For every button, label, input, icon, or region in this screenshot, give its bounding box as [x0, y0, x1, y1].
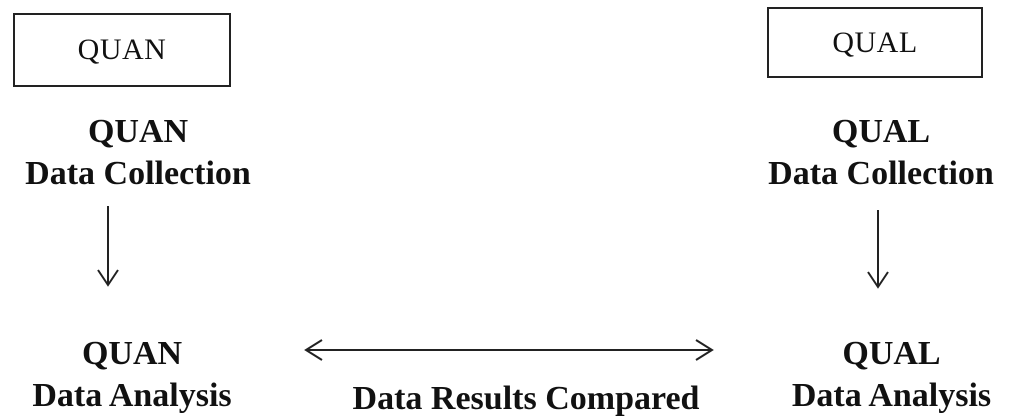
- qual-analysis-line1: QUAL: [842, 335, 941, 372]
- quan-data-collection-label: QUAN Data Collection: [0, 111, 276, 195]
- qual-box-label: QUAL: [832, 25, 918, 59]
- quan-analysis-line2: Data Analysis: [32, 377, 232, 414]
- quan-collection-line2: Data Collection: [25, 155, 251, 192]
- quan-analysis-line1: QUAN: [81, 335, 183, 372]
- quan-box: QUAN: [13, 13, 231, 87]
- qual-data-analysis-label: QUAL Data Analysis: [772, 333, 1011, 417]
- quan-collection-line1: QUAN: [87, 113, 189, 150]
- qual-analysis-line2: Data Analysis: [791, 377, 992, 414]
- qual-collection-line1: QUAL: [831, 113, 931, 150]
- data-results-compared-label: Data Results Compared: [352, 380, 700, 417]
- quan-box-label: QUAN: [77, 33, 167, 66]
- quan-down-arrow-icon: [97, 206, 119, 287]
- qual-data-collection-label: QUAL Data Collection: [750, 111, 1011, 195]
- qual-collection-line2: Data Collection: [768, 155, 994, 192]
- double-headed-arrow-icon: [304, 339, 714, 361]
- qual-box: QUAL: [767, 7, 983, 78]
- quan-data-analysis-label: QUAN Data Analysis: [0, 333, 264, 417]
- qual-down-arrow-icon: [867, 210, 889, 289]
